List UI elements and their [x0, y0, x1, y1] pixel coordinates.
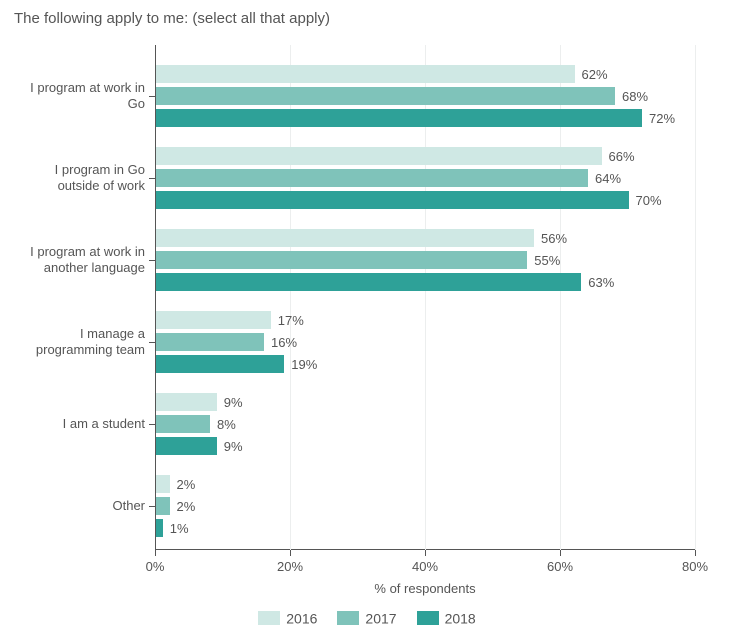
y-tick	[149, 178, 155, 179]
legend-swatch	[337, 611, 359, 625]
category-group: I program in Go outside of work66%64%70%	[155, 143, 695, 213]
bar	[156, 393, 217, 411]
bar-value-label: 55%	[534, 253, 560, 268]
bar-value-label: 19%	[291, 357, 317, 372]
bar	[156, 65, 575, 83]
bar-value-label: 17%	[278, 313, 304, 328]
bar	[156, 169, 588, 187]
bar	[156, 87, 615, 105]
bar	[156, 273, 581, 291]
legend-item: 2018	[417, 609, 476, 626]
legend-swatch	[417, 611, 439, 625]
y-tick	[149, 96, 155, 97]
bar	[156, 191, 629, 209]
bar-value-label: 8%	[217, 417, 236, 432]
bar	[156, 437, 217, 455]
x-tick	[695, 550, 696, 556]
category-group: I program at work in another language56%…	[155, 225, 695, 295]
chart-container: The following apply to me: (select all t…	[0, 0, 734, 634]
legend: 2016 2017 2018	[0, 609, 734, 626]
bar-value-label: 56%	[541, 231, 567, 246]
bar	[156, 311, 271, 329]
category-group: I program at work in Go62%68%72%	[155, 61, 695, 131]
category-label: I program at work in another language	[10, 244, 145, 277]
x-tick-label: 20%	[277, 559, 303, 574]
bar-value-label: 16%	[271, 335, 297, 350]
bar	[156, 519, 163, 537]
bar-value-label: 2%	[177, 499, 196, 514]
y-tick	[149, 260, 155, 261]
bar-value-label: 66%	[609, 149, 635, 164]
category-group: I manage a programming team17%16%19%	[155, 307, 695, 377]
legend-swatch	[258, 611, 280, 625]
legend-label: 2018	[445, 610, 476, 626]
category-label: I manage a programming team	[10, 326, 145, 359]
x-axis-title: % of respondents	[374, 581, 475, 596]
legend-label: 2017	[365, 610, 396, 626]
bar	[156, 475, 170, 493]
category-label: I program at work in Go	[10, 80, 145, 113]
bar	[156, 251, 527, 269]
bar-value-label: 68%	[622, 89, 648, 104]
x-tick	[425, 550, 426, 556]
category-label: I am a student	[10, 416, 145, 432]
x-tick-label: 40%	[412, 559, 438, 574]
category-label: Other	[10, 498, 145, 514]
x-tick	[290, 550, 291, 556]
y-tick	[149, 342, 155, 343]
bar-value-label: 9%	[224, 395, 243, 410]
category-group: Other2%2%1%	[155, 471, 695, 541]
category-label: I program in Go outside of work	[10, 162, 145, 195]
bar	[156, 147, 602, 165]
bar-value-label: 2%	[177, 477, 196, 492]
bar-value-label: 70%	[636, 193, 662, 208]
bar	[156, 355, 284, 373]
bar-value-label: 62%	[582, 67, 608, 82]
x-tick	[560, 550, 561, 556]
x-tick-label: 60%	[547, 559, 573, 574]
chart-title: The following apply to me: (select all t…	[14, 10, 330, 27]
legend-item: 2017	[337, 609, 396, 626]
bar-value-label: 63%	[588, 275, 614, 290]
bar-value-label: 64%	[595, 171, 621, 186]
bar-value-label: 9%	[224, 439, 243, 454]
legend-label: 2016	[286, 610, 317, 626]
bar	[156, 109, 642, 127]
bar-value-label: 1%	[170, 521, 189, 536]
bar-value-label: 72%	[649, 111, 675, 126]
bar	[156, 415, 210, 433]
x-tick	[155, 550, 156, 556]
category-group: I am a student9%8%9%	[155, 389, 695, 459]
plot-area: % of respondents 0%20%40%60%80%I program…	[155, 45, 695, 550]
legend-item: 2016	[258, 609, 317, 626]
bar	[156, 497, 170, 515]
bar	[156, 333, 264, 351]
y-tick	[149, 424, 155, 425]
y-tick	[149, 506, 155, 507]
x-tick-label: 80%	[682, 559, 708, 574]
gridline	[695, 45, 696, 550]
bar	[156, 229, 534, 247]
x-tick-label: 0%	[146, 559, 165, 574]
